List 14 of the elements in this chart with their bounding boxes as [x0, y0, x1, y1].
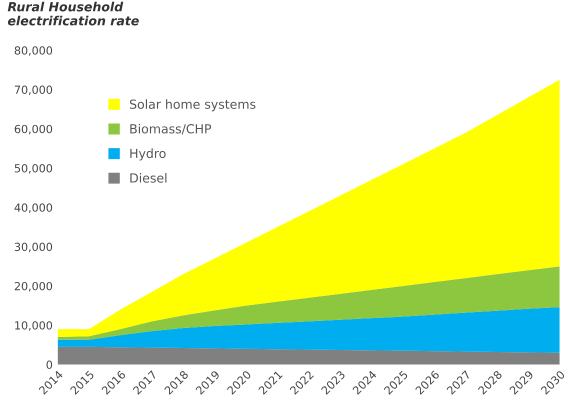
y-tick-label: 40,000 — [14, 203, 52, 213]
y-tick-label: 70,000 — [14, 86, 52, 96]
legend-label: Hydro — [130, 148, 166, 161]
y-tick-label: 0 — [46, 360, 52, 369]
legend-label: Diesel — [130, 173, 166, 183]
chart-title: Rural Household electrification rate — [8, 2, 139, 26]
legend-label: Biomass/CHP — [130, 124, 212, 134]
y-tick-label: 20,000 — [14, 282, 52, 292]
legend-label: Solar home systems — [130, 99, 256, 112]
y-tick-label: 50,000 — [14, 164, 52, 174]
y-tick-label: 30,000 — [14, 242, 52, 252]
y-tick-label: 10,000 — [15, 321, 52, 331]
y-tick-label: 80,000 — [14, 46, 52, 56]
y-tick-label: 60,000 — [14, 124, 52, 134]
